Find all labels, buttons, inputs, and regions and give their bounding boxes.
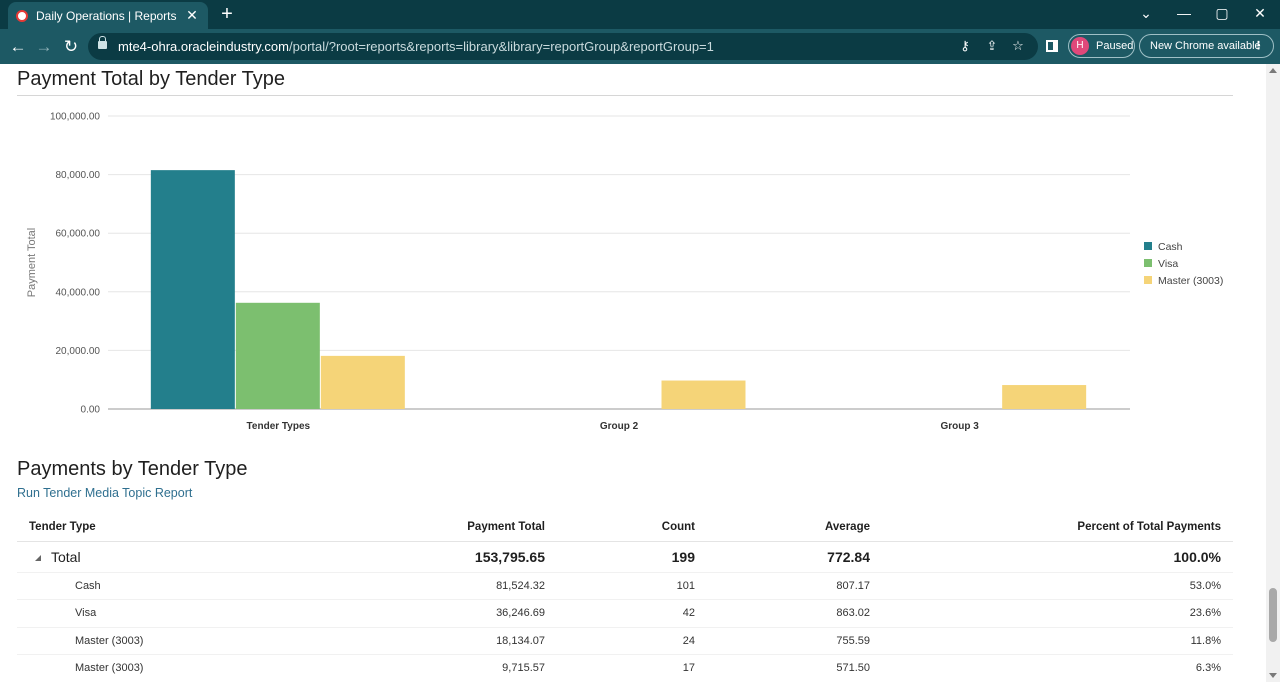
forward-arrow-icon[interactable]: → [35,37,53,56]
tender-type-cell: Cash [17,572,317,600]
payment-total-cell: 18,134.07 [317,627,557,655]
table-section-title: Payments by Tender Type [17,458,248,480]
column-header-percent-of-total[interactable]: Percent of Total Payments [882,513,1233,542]
tender-type-cell: Visa [17,599,317,628]
y-tick-label: 40,000.00 [56,287,101,298]
scroll-down-arrow-icon[interactable] [1269,673,1277,678]
more-menu-icon[interactable]: ⋮ [1253,40,1264,52]
total-count: 199 [557,541,707,573]
column-header-tender-type[interactable]: Tender Type [17,513,317,542]
avatar: H [1071,37,1089,55]
y-tick-label: 60,000.00 [56,229,101,240]
reload-icon[interactable]: ↻ [63,37,79,56]
collapse-caret-icon[interactable] [35,554,41,561]
tender-type-cell: Master (3003) [17,654,317,682]
close-window-button[interactable]: ✕ [1254,5,1266,21]
page-scrollbar[interactable] [1266,64,1280,682]
scrollbar-thumb[interactable] [1269,588,1277,642]
bar-master-3003 [661,380,746,409]
column-header-count[interactable]: Count [557,513,707,542]
total-row[interactable]: Total 153,795.65 199 772.84 100.0% [17,541,1233,573]
bar-master-3003 [320,355,405,409]
x-category-label: Group 3 [940,421,979,432]
maximize-window-button[interactable]: ▢ [1215,5,1229,21]
run-tender-media-report-link[interactable]: Run Tender Media Topic Report [17,486,193,500]
legend-label: Visa [1158,258,1178,270]
page-content: Payment Total by Tender Type 0.00 20,000.… [0,64,1280,682]
table-row: Cash 81,524.32 101 807.17 53.0% [17,572,1233,600]
total-row-label[interactable]: Total [17,541,317,573]
percent-cell: 23.6% [882,599,1233,628]
average-cell: 863.02 [707,599,882,628]
browser-tab[interactable]: Daily Operations | Reports | ATG ✕ [8,2,208,29]
average-cell: 571.50 [707,654,882,682]
table-row: Visa 36,246.69 42 863.02 23.6% [17,599,1233,628]
count-cell: 24 [557,627,707,655]
bar-master-3003 [1002,385,1087,409]
table-row: Master (3003) 9,715.57 17 571.50 6.3% [17,654,1233,682]
payments-table: Tender Type Payment Total Count Average … [17,513,1233,682]
payment-total-cell: 81,524.32 [317,572,557,600]
address-bar[interactable]: mte4-ohra.oracleindustry.com/portal/?roo… [88,33,1038,60]
x-category-label: Tender Types [247,421,311,432]
profile-button[interactable]: H Paused [1068,34,1135,58]
column-header-average[interactable]: Average [707,513,882,542]
table-header-row: Tender Type Payment Total Count Average … [17,513,1233,542]
percent-cell: 6.3% [882,654,1233,682]
count-cell: 17 [557,654,707,682]
payment-total-cell: 9,715.57 [317,654,557,682]
total-payment-total: 153,795.65 [317,541,557,573]
table-row: Master (3003) 18,134.07 24 755.59 11.8% [17,627,1233,655]
percent-cell: 11.8% [882,627,1233,655]
payment-total-chart: 0.00 20,000.00 40,000.00 60,000.00 80,000.00… [26,112,1223,433]
address-url[interactable]: mte4-ohra.oracleindustry.com/portal/?roo… [118,39,714,54]
profile-status: Paused [1096,40,1134,52]
update-label: New Chrome available [1150,40,1261,52]
browser-toolbar: ← → ↻ mte4-ohra.oracleindustry.com/porta… [0,29,1280,64]
scroll-up-arrow-icon[interactable] [1269,68,1277,73]
column-header-payment-total[interactable]: Payment Total [317,513,557,542]
close-tab-icon[interactable]: ✕ [186,7,198,23]
bookmark-star-icon[interactable]: ☆ [1012,38,1024,53]
percent-cell: 53.0% [882,572,1233,600]
browser-tab-bar: Daily Operations | Reports | ATG ✕ + ⌄ —… [0,0,1280,29]
payment-total-cell: 36,246.69 [317,599,557,628]
y-axis-title: Payment Total [26,228,38,298]
password-key-icon[interactable]: ⚷ [960,38,970,53]
tab-title: Daily Operations | Reports | ATG [36,8,180,23]
y-tick-label: 100,000.00 [50,112,100,123]
bar-visa [235,302,320,409]
bar-cash [150,170,235,409]
new-tab-button[interactable]: + [221,3,233,25]
lock-icon [98,36,107,49]
count-cell: 42 [557,599,707,628]
legend-swatch [1144,242,1152,250]
y-tick-label: 20,000.00 [56,346,101,357]
average-cell: 807.17 [707,572,882,600]
back-arrow-icon[interactable]: ← [9,37,27,56]
chart-section-title: Payment Total by Tender Type [17,68,285,90]
minimize-window-button[interactable]: — [1177,5,1191,21]
update-chrome-button[interactable]: New Chrome available ⋮ [1139,34,1274,58]
tender-type-cell: Master (3003) [17,627,317,655]
legend-swatch [1144,259,1152,267]
legend-label: Cash [1158,241,1183,253]
total-average: 772.84 [707,541,882,573]
total-percent: 100.0% [882,541,1233,573]
legend-label: Master (3003) [1158,275,1223,287]
tab-search-chevron-icon[interactable]: ⌄ [1140,5,1152,21]
y-tick-label: 0.00 [81,405,101,416]
x-category-label: Group 2 [600,421,639,432]
y-tick-label: 80,000.00 [56,170,101,181]
average-cell: 755.59 [707,627,882,655]
legend-swatch [1144,276,1152,284]
section-divider [17,95,1233,96]
count-cell: 101 [557,572,707,600]
side-panel-icon[interactable] [1046,40,1058,52]
oracle-favicon-icon [16,9,28,22]
share-icon[interactable]: ⇪ [986,38,998,53]
